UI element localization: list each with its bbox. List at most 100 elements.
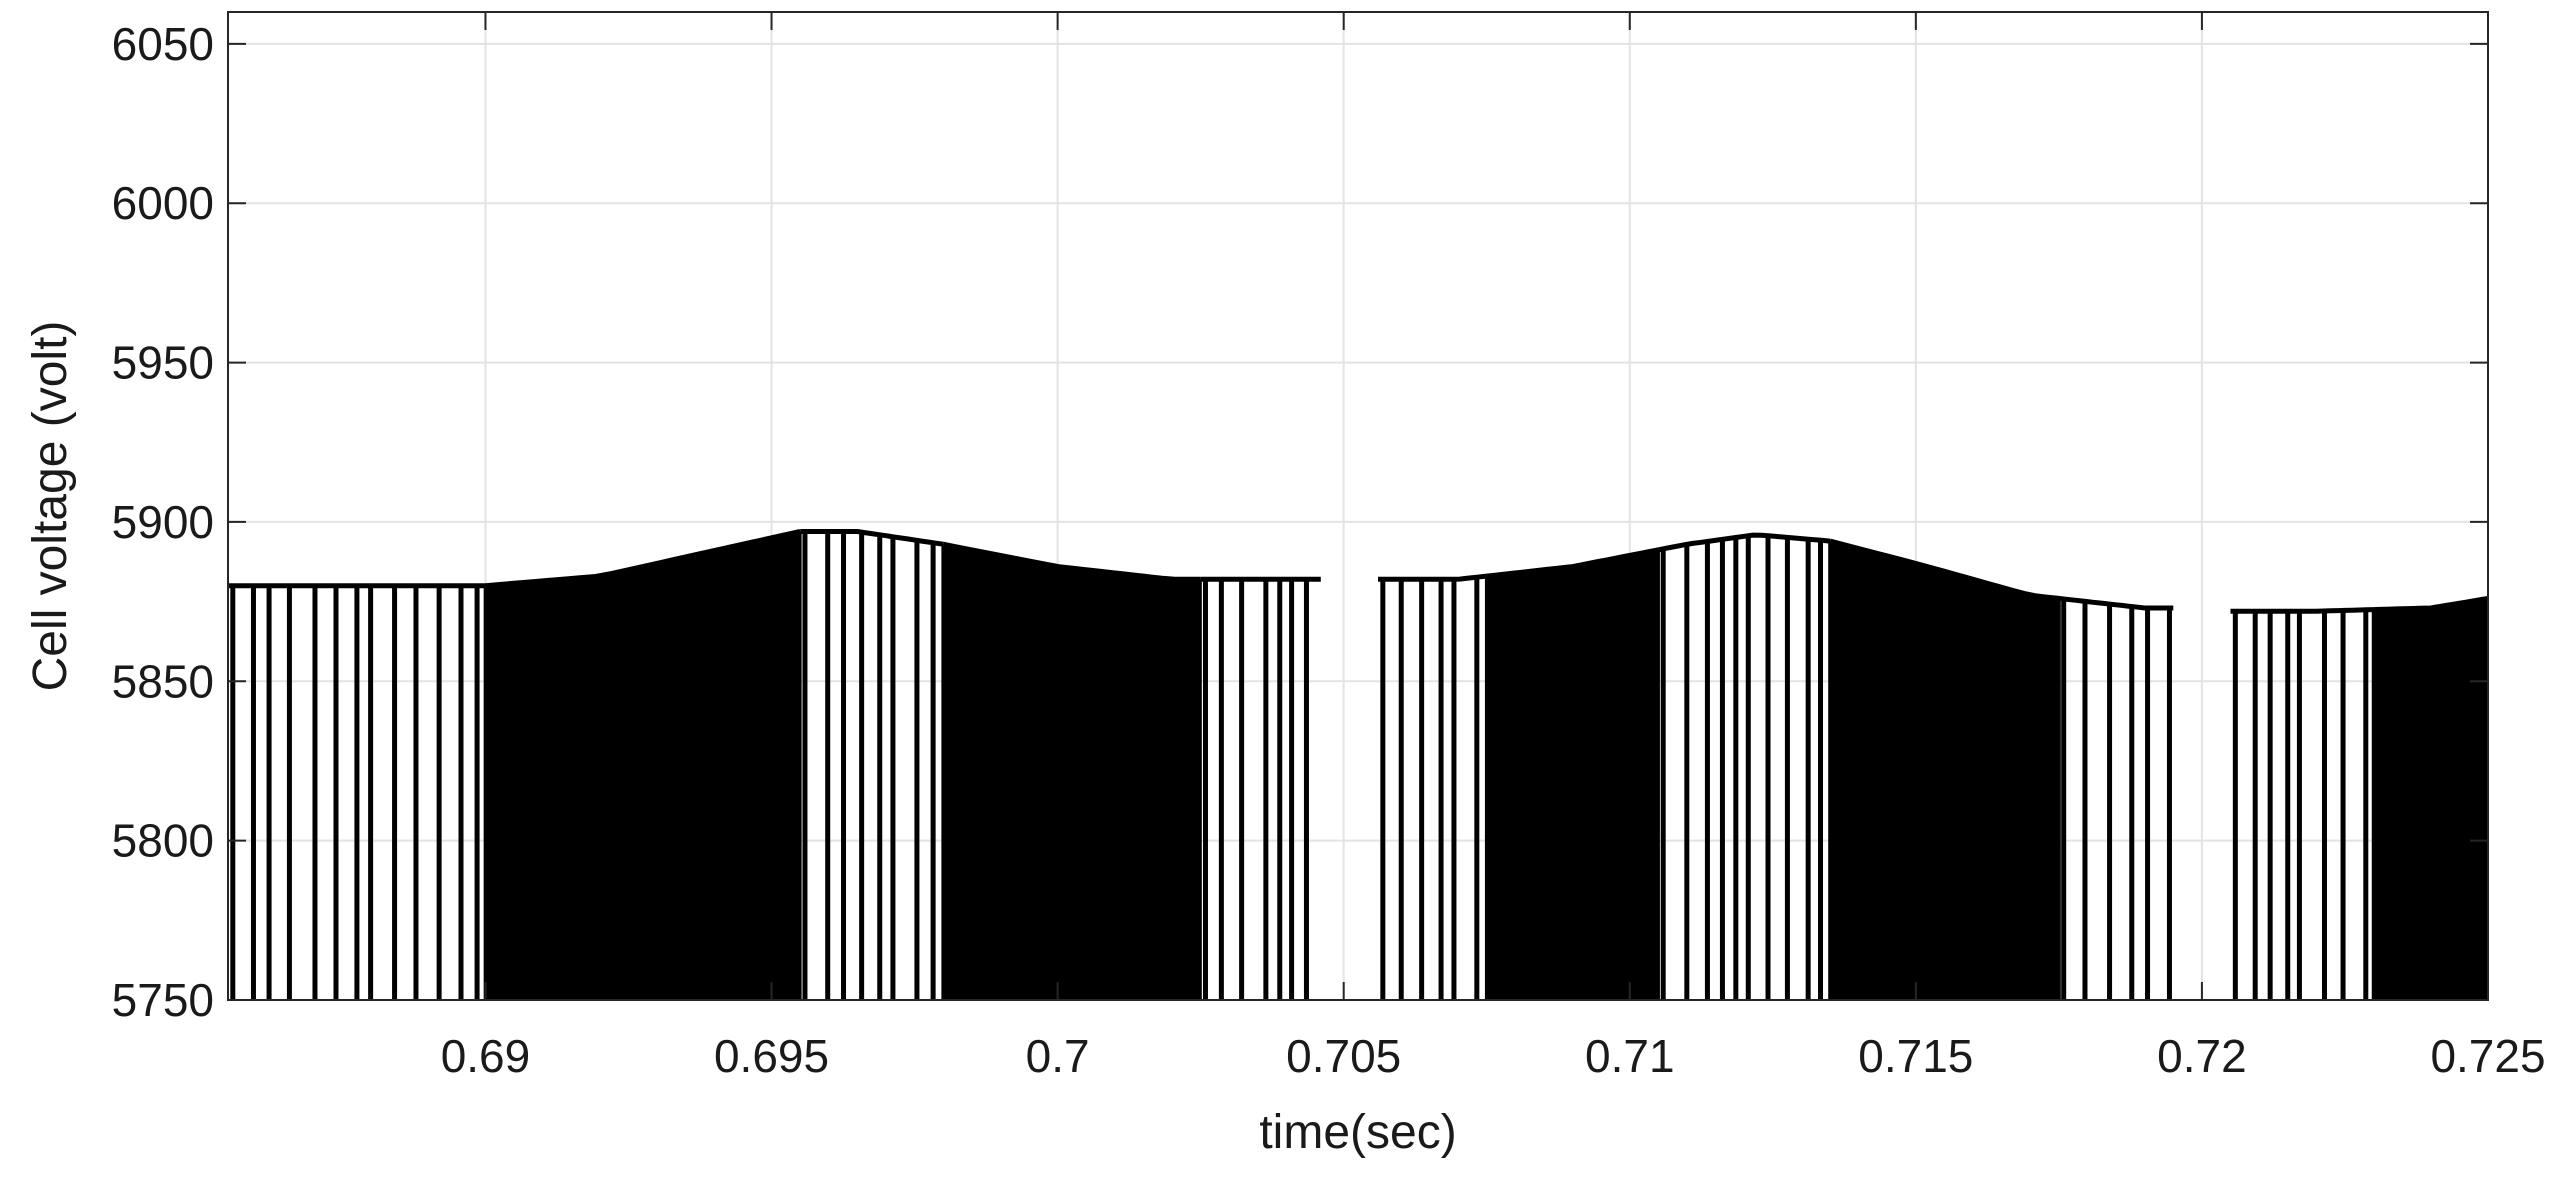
switching-pulse <box>658 562 664 1000</box>
x-tick-label: 0.69 <box>441 1030 531 1082</box>
envelope-segment <box>800 529 944 547</box>
switching-pulse <box>698 553 704 1000</box>
switching-pulse <box>1949 573 1955 1000</box>
switching-pulse <box>1510 573 1516 1000</box>
switching-pulse <box>2035 596 2041 1000</box>
y-axis-label: Cell voltage (volt) <box>24 321 77 692</box>
switching-pulse <box>825 531 831 1000</box>
x-tick-label: 0.695 <box>714 1030 829 1082</box>
switching-pulse <box>1088 570 1094 1000</box>
switching-pulse <box>1196 579 1202 1000</box>
switching-pulse <box>1584 563 1590 1000</box>
envelope-segment <box>2058 595 2174 611</box>
switching-pulse <box>1874 553 1880 1000</box>
switching-pulse <box>1152 577 1158 1000</box>
switching-pulse <box>1121 573 1127 1000</box>
switching-pulse <box>1138 575 1144 1000</box>
switching-pulse <box>2450 604 2456 1000</box>
envelope-segment <box>942 541 1201 582</box>
switching-pulse <box>680 557 686 1000</box>
switching-pulse <box>1993 585 1999 1000</box>
switching-pulse <box>1654 550 1660 1000</box>
switching-pulse <box>1517 572 1523 1000</box>
switching-pulse <box>1946 572 1952 1000</box>
switching-pulse <box>550 580 556 1000</box>
switching-pulse <box>1180 579 1186 1000</box>
switching-pulse <box>748 542 754 1000</box>
switching-pulse <box>1289 579 1295 1000</box>
switching-pulse <box>1611 558 1617 1000</box>
switching-pulse <box>1094 570 1100 1000</box>
switching-pulse <box>914 540 920 1000</box>
switching-pulse <box>1155 577 1161 1000</box>
x-axis-label: time(sec) <box>1259 1106 1456 1159</box>
switching-pulse <box>665 560 671 1000</box>
switching-pulse <box>753 541 759 1000</box>
switching-pulse <box>1202 579 1208 1000</box>
switching-pulse <box>613 572 619 1000</box>
switching-pulse <box>1144 576 1150 1000</box>
switching-pulse <box>966 549 972 1000</box>
switching-pulse <box>2025 594 2031 1000</box>
switching-pulse <box>2003 588 2009 1000</box>
switching-pulse <box>1519 572 1525 1000</box>
switching-pulse <box>1487 575 1493 1000</box>
switching-pulse <box>1984 583 1990 1000</box>
switching-pulse <box>250 585 256 1000</box>
switching-pulse <box>1594 561 1600 1000</box>
switching-pulse <box>1498 574 1504 1000</box>
switching-pulse <box>2107 604 2113 1000</box>
switching-pulse <box>2380 609 2386 1000</box>
switching-pulse <box>1170 579 1176 1000</box>
switching-pulse <box>1174 579 1180 1000</box>
switching-pulse <box>1109 572 1115 1000</box>
switching-pulse <box>491 584 497 1000</box>
switching-pulse <box>2145 607 2151 1000</box>
switching-pulse <box>952 546 958 1000</box>
switching-pulse <box>2363 609 2369 1000</box>
switching-pulse <box>727 547 733 1000</box>
switching-pulse <box>1836 543 1842 1000</box>
switching-pulse <box>2129 606 2135 1000</box>
switching-pulse <box>1912 563 1918 1000</box>
switching-pulse <box>796 531 802 1000</box>
switching-pulse <box>1636 553 1642 1000</box>
switching-pulse <box>560 579 566 1000</box>
switching-pulse <box>1765 535 1771 1000</box>
switching-pulse <box>1504 573 1510 1000</box>
switching-pulse <box>2459 602 2465 1000</box>
switching-pulse <box>930 542 936 1000</box>
switching-pulse <box>1097 571 1103 1000</box>
switching-pulse <box>1626 555 1632 1000</box>
switching-pulse <box>1590 562 1596 1000</box>
switching-pulse <box>1996 586 2002 1000</box>
switching-pulse <box>745 543 751 1000</box>
switching-pulse <box>2053 598 2059 1000</box>
switching-pulse <box>677 558 683 1000</box>
switching-pulse <box>1865 550 1871 1000</box>
y-tick-label: 5950 <box>112 337 214 389</box>
y-tick-label: 5750 <box>112 974 214 1026</box>
switching-pulse <box>573 578 579 1000</box>
switching-pulse <box>1943 571 1949 1000</box>
switching-pulse <box>718 549 724 1000</box>
switching-pulse <box>458 585 464 1000</box>
switching-pulse <box>1964 577 1970 1000</box>
switching-pulse <box>1051 565 1057 1000</box>
switching-pulse <box>1507 573 1513 1000</box>
envelope-segment <box>2230 607 2374 614</box>
switching-pulse <box>1935 569 1941 1000</box>
axes-frame <box>227 11 2489 1001</box>
switching-pulse <box>2232 611 2238 1000</box>
switching-pulse <box>987 553 993 1000</box>
switching-pulse <box>515 582 521 1000</box>
envelope-segment <box>1378 573 1487 582</box>
switching-pulse <box>547 580 553 1000</box>
switching-pulse <box>1660 548 1666 1000</box>
switching-pulse <box>1136 575 1142 1000</box>
switching-pulse <box>2252 611 2258 1000</box>
x-tick-label: 0.71 <box>1585 1030 1675 1082</box>
switching-pulse <box>1554 568 1560 1000</box>
